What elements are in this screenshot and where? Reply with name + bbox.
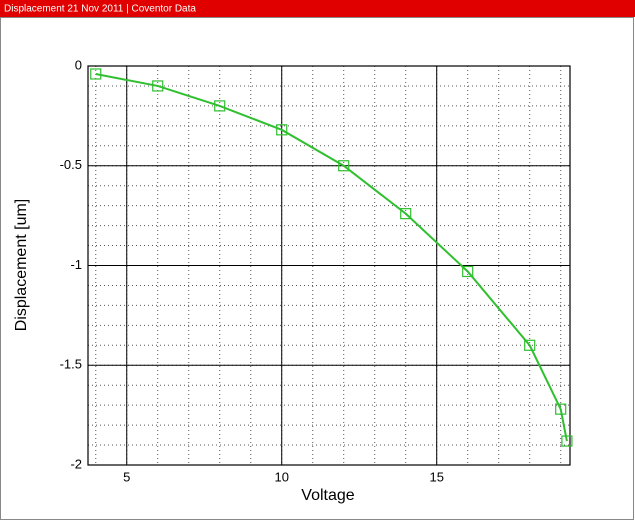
y-tick-label: 0 bbox=[75, 57, 82, 72]
data-marker bbox=[555, 403, 567, 415]
y-tick-label: -2 bbox=[70, 456, 82, 471]
plot-frame bbox=[87, 65, 571, 466]
data-line bbox=[95, 72, 568, 442]
window-title: Displacement 21 Nov 2011 | Coventor Data bbox=[4, 4, 196, 15]
data-marker bbox=[524, 339, 536, 351]
y-tick-label: -1.5 bbox=[60, 357, 82, 372]
data-marker bbox=[561, 435, 573, 447]
x-tick-label: 5 bbox=[123, 469, 130, 484]
frame bbox=[0, 17, 634, 520]
data-marker bbox=[400, 208, 412, 220]
data-marker bbox=[152, 80, 164, 92]
title-bar bbox=[0, 0, 635, 17]
data-marker bbox=[462, 265, 474, 278]
data-marker bbox=[338, 160, 350, 172]
data-marker bbox=[90, 68, 102, 80]
x-axis-label: Voltage bbox=[301, 487, 354, 504]
y-axis-label: Displacement [um] bbox=[13, 199, 30, 332]
data-marker bbox=[276, 124, 288, 136]
x-tick-label: 15 bbox=[429, 469, 443, 484]
y-tick-label: -0.5 bbox=[60, 157, 82, 172]
x-tick-label: 10 bbox=[274, 469, 288, 484]
y-tick-label: -1 bbox=[70, 257, 82, 272]
data-marker bbox=[214, 100, 226, 112]
